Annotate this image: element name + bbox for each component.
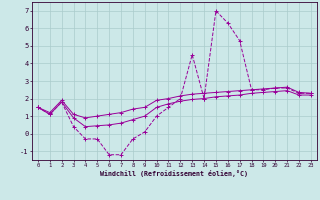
X-axis label: Windchill (Refroidissement éolien,°C): Windchill (Refroidissement éolien,°C) <box>100 170 248 177</box>
